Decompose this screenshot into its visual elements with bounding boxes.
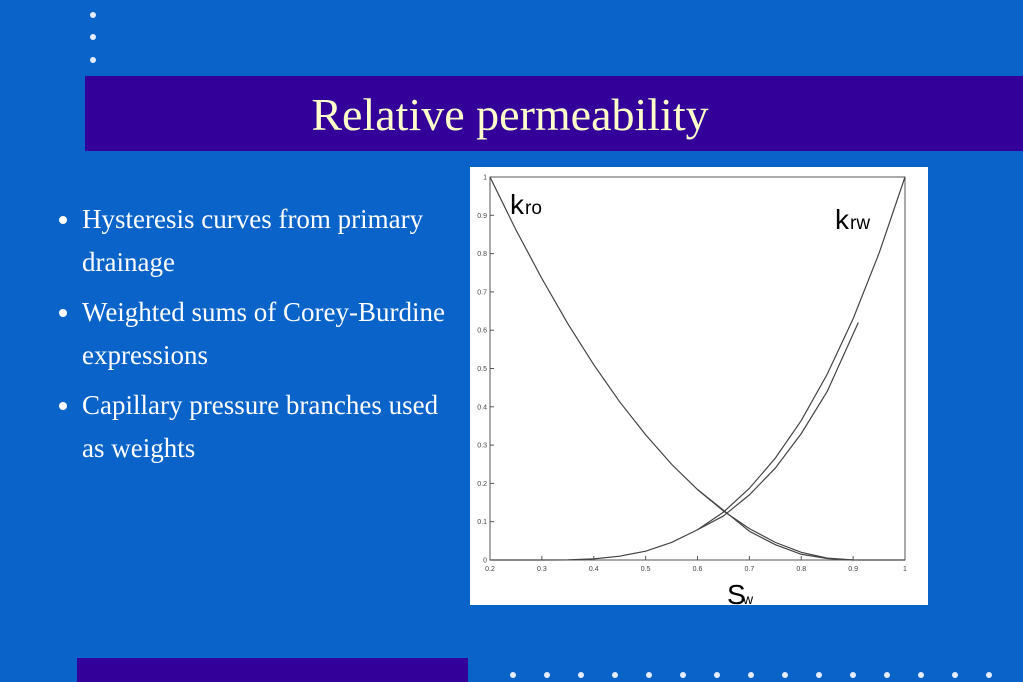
bullet: Weighted sums of Corey-Burdine expressio…	[82, 291, 452, 377]
x-tick-label: 0.7	[745, 566, 755, 573]
decor-dot	[884, 672, 890, 678]
decor-dot	[850, 672, 856, 678]
decor-dot	[986, 672, 992, 678]
annotation-subscript: rw	[850, 213, 870, 234]
y-tick-label: 0.1	[477, 519, 487, 526]
bullet: Hysteresis curves from primary drainage	[82, 198, 452, 284]
x-tick-label: 0.3	[537, 566, 547, 573]
annotation: k	[835, 204, 850, 235]
decor-dot	[952, 672, 958, 678]
y-tick-label: 0.9	[477, 213, 487, 220]
x-tick-label: 0.6	[693, 566, 703, 573]
decor-dot	[646, 672, 652, 678]
y-tick-label: 0.4	[477, 404, 487, 411]
annotation: S	[727, 579, 746, 605]
x-tick-label: 0.9	[848, 566, 858, 573]
bullet: Capillary pressure branches used as weig…	[82, 384, 452, 470]
x-tick-label: 1	[903, 566, 907, 573]
decor-dot	[578, 672, 584, 678]
footer-bar	[77, 658, 468, 682]
decor-dot	[90, 12, 96, 18]
decor-dot	[748, 672, 754, 678]
x-tick-label: 0.8	[796, 566, 806, 573]
annotation: k	[510, 189, 525, 220]
y-tick-label: 0.8	[477, 251, 487, 258]
y-tick-label: 0.7	[477, 289, 487, 296]
annotation-subscript: w	[742, 591, 754, 605]
decor-dot	[918, 672, 924, 678]
decor-dot	[782, 672, 788, 678]
x-tick-label: 0.2	[485, 566, 495, 573]
decor-dot	[714, 672, 720, 678]
decor-dot	[90, 34, 96, 40]
slide-title: Relative permeability	[311, 89, 709, 140]
y-tick-label: 0	[483, 558, 487, 565]
curve	[697, 322, 859, 531]
decor-dot	[90, 57, 96, 63]
decor-dot	[612, 672, 618, 678]
x-tick-label: 0.5	[641, 566, 651, 573]
x-tick-label: 0.4	[589, 566, 599, 573]
y-tick-label: 1	[483, 175, 487, 182]
decor-dot	[544, 672, 550, 678]
decor-dot	[510, 672, 516, 678]
y-tick-label: 0.6	[477, 328, 487, 335]
curve	[697, 489, 854, 561]
chart: 0.2 0.3 0.4 0.5 0.6 0.7 0.8 0.9 1 0 0.1 0.2 0.3 0.4 0.…	[470, 167, 928, 605]
decor-dot	[680, 672, 686, 678]
bullet-list: Hysteresis curves from primary drainage …	[48, 198, 452, 477]
annotation-subscript: ro	[525, 198, 542, 219]
y-tick-label: 0.2	[477, 481, 487, 488]
decor-dot	[816, 672, 822, 678]
y-tick-label: 0.3	[477, 443, 487, 450]
title-bar	[85, 76, 1023, 151]
y-tick-label: 0.5	[477, 366, 487, 373]
